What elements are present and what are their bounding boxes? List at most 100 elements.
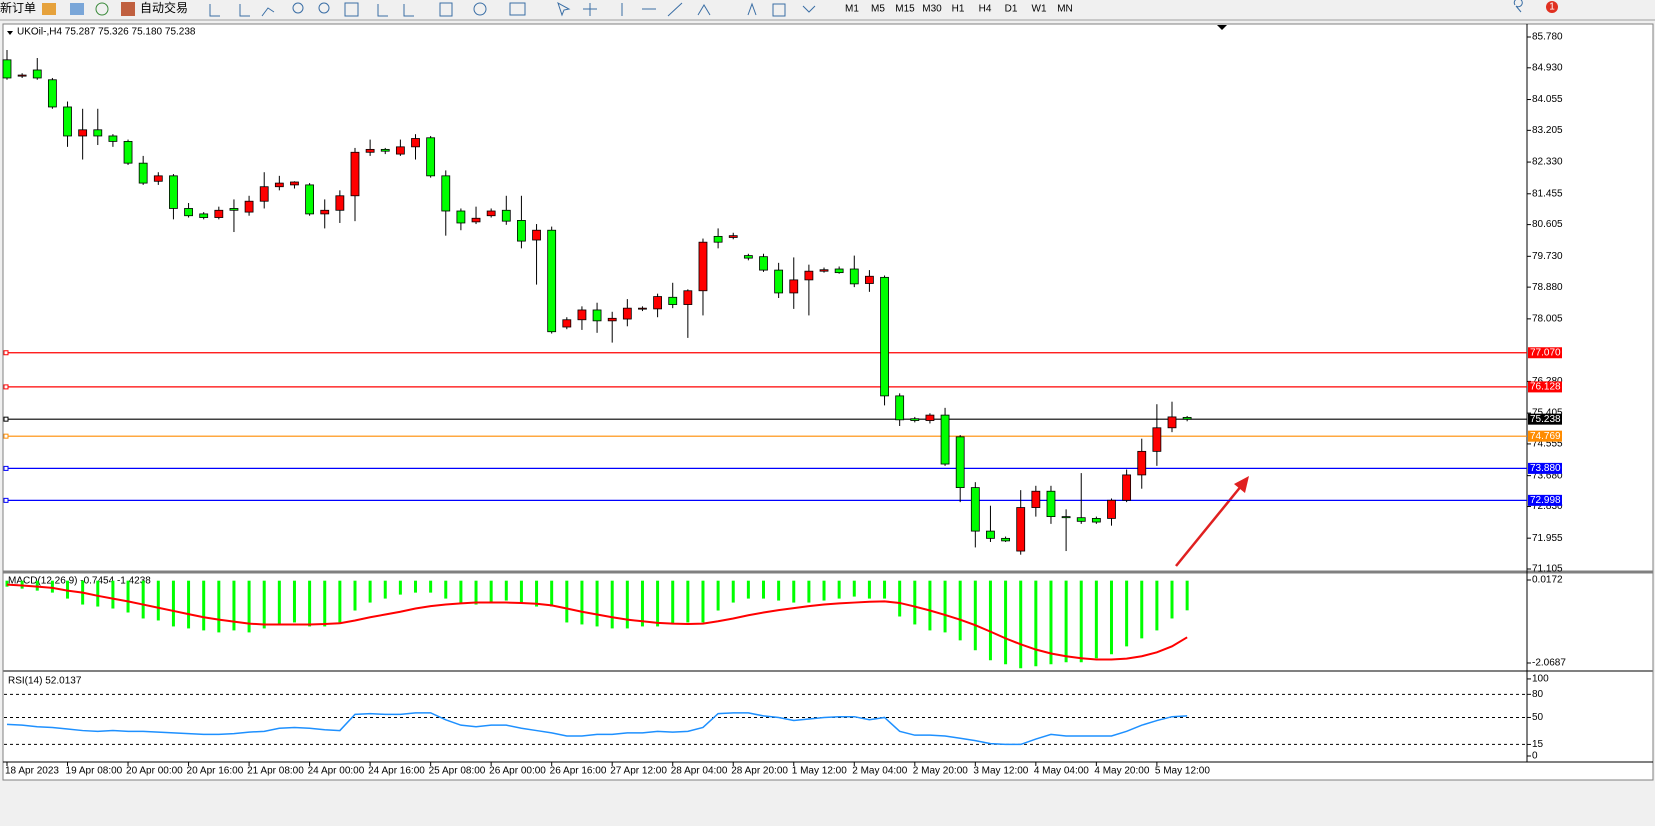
new-order-button[interactable]: 新订单 (0, 0, 36, 15)
candle-body (1091, 518, 1101, 523)
candle-body (1107, 499, 1116, 519)
candle-body (335, 195, 345, 211)
x-tick-label: 4 May 04:00 (1034, 766, 1089, 777)
candle-body (63, 106, 72, 137)
rsi-title: RSI(14) 52.0137 (8, 676, 82, 687)
candle-body (471, 217, 481, 223)
candle-body (1061, 516, 1071, 519)
level-tag (1528, 381, 1562, 393)
y-tick-label: 78.005 (1532, 313, 1563, 324)
level-tag (1528, 347, 1562, 359)
candle-body (849, 268, 859, 285)
search-icon[interactable] (1513, 0, 1523, 13)
x-tick-label: 27 Apr 12:00 (610, 766, 667, 777)
level-handle (3, 416, 9, 422)
x-tick-label: 3 May 12:00 (973, 766, 1028, 777)
candle-body (1076, 517, 1086, 522)
candle-body (411, 138, 420, 148)
timeframe-button[interactable]: M1 (845, 4, 859, 15)
y-tick-label: 81.455 (1532, 188, 1563, 199)
timeframe-button[interactable]: H1 (952, 4, 965, 15)
candle-body (365, 148, 375, 153)
level-tag (1528, 462, 1562, 474)
y-tick-label: 71.105 (1532, 564, 1563, 575)
timeframe-button[interactable]: M5 (871, 4, 885, 15)
candle-body (184, 208, 193, 217)
icon[interactable] (95, 2, 109, 16)
x-tick-label: 2 May 20:00 (913, 766, 968, 777)
candle-body (305, 184, 315, 215)
y-tick-label: 15 (1532, 739, 1544, 750)
symbol-marker (7, 31, 13, 35)
macd-title: MACD(12,26,9) -0.7454 -1.4238 (8, 576, 151, 587)
y-tick-label: 0.0172 (1532, 575, 1563, 586)
candle-body (290, 181, 299, 186)
candle-body (259, 186, 269, 202)
level-handle (3, 350, 9, 356)
toolbar-icons[interactable] (209, 1, 816, 17)
level-handle (3, 433, 9, 439)
candle-body (728, 235, 738, 238)
level-tag-label: 73.880 (1530, 463, 1561, 474)
timeframe-button[interactable]: M15 (895, 4, 915, 15)
candle-body (774, 269, 784, 294)
level-tag-label: 72.998 (1530, 495, 1561, 506)
level-handle (3, 384, 9, 390)
candle-body (865, 275, 874, 284)
timeframe-button[interactable]: D1 (1005, 4, 1018, 15)
x-tick-label: 28 Apr 04:00 (671, 766, 728, 777)
y-tick-label: 85.780 (1532, 32, 1563, 43)
candle-body (925, 414, 935, 421)
shift-marker (1217, 25, 1227, 30)
auto-trading-button[interactable]: 自动交易 (140, 0, 188, 15)
notification-badge[interactable] (1546, 1, 1558, 13)
timeframe-button[interactable]: M30 (922, 4, 942, 15)
x-tick-label: 20 Apr 00:00 (126, 766, 183, 777)
candle-body (1046, 490, 1056, 518)
y-tick-label: 75.405 (1532, 408, 1563, 419)
toolbar (0, 0, 1655, 20)
y-tick-label: 80.605 (1532, 219, 1563, 230)
badge-count[interactable]: 1 (1549, 2, 1555, 13)
y-tick-label: 84.055 (1532, 94, 1563, 105)
candle-body (698, 241, 708, 292)
rsi-line (6, 712, 1188, 746)
candle-body (441, 175, 451, 212)
candle-body (274, 182, 284, 188)
annotation-arrow (1175, 484, 1243, 567)
timeframe-button[interactable]: H4 (979, 4, 992, 15)
level-tag-label: 75.238 (1530, 414, 1561, 425)
timeframe-button[interactable]: W1 (1032, 4, 1047, 15)
candle-body (1152, 427, 1162, 452)
candle-body (592, 309, 602, 322)
candle-body (123, 141, 133, 164)
chart-window (2, 23, 1654, 781)
timeframe-button[interactable]: MN (1057, 4, 1073, 15)
y-tick-label: 50 (1532, 712, 1544, 723)
level-handle (3, 497, 9, 503)
y-tick-label: 84.930 (1532, 62, 1563, 73)
candle-body (199, 213, 209, 218)
y-tick-label: -2.0687 (1532, 658, 1566, 669)
x-tick-label: 24 Apr 16:00 (368, 766, 425, 777)
auto-trading-icon[interactable] (121, 2, 135, 16)
x-tick-label: 18 Apr 2023 (5, 766, 59, 777)
candle-body (350, 151, 360, 197)
candle-body (562, 319, 572, 328)
candle-body (940, 414, 950, 465)
candle-body (607, 317, 617, 322)
candle-body (153, 175, 163, 182)
y-tick-label: 71.955 (1532, 533, 1563, 544)
candle-body (320, 209, 330, 215)
candle-body (759, 256, 768, 271)
candle-body (426, 137, 436, 177)
candle-body (395, 146, 405, 155)
icon[interactable] (70, 3, 84, 15)
icon[interactable] (42, 3, 56, 15)
level-handle (3, 465, 9, 471)
annotation-arrowhead (1234, 476, 1249, 493)
candle-body (1001, 537, 1010, 542)
candle-body (214, 209, 224, 218)
x-tick-label: 26 Apr 00:00 (489, 766, 546, 777)
